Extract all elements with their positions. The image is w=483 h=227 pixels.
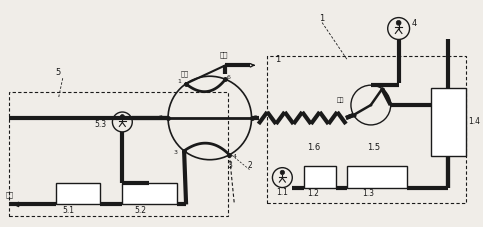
Text: 2: 2 [158, 116, 162, 121]
Text: 1.4: 1.4 [468, 117, 480, 126]
Bar [9, 92, 227, 216]
Text: 1: 1 [177, 79, 181, 84]
Text: 5.3: 5.3 [95, 120, 107, 129]
Circle shape [120, 115, 125, 119]
Circle shape [396, 20, 401, 25]
Bar [347, 166, 407, 188]
Text: 1.3: 1.3 [362, 190, 374, 198]
Text: 4: 4 [412, 19, 417, 27]
Bar [268, 56, 466, 203]
Bar [122, 183, 177, 205]
Text: 1.5: 1.5 [367, 143, 380, 152]
Text: 1: 1 [348, 114, 352, 119]
Text: 2: 2 [384, 83, 388, 88]
Text: 5.2: 5.2 [134, 206, 146, 215]
Bar [431, 88, 466, 156]
Bar [56, 183, 100, 205]
Text: 1.6: 1.6 [307, 143, 320, 152]
Text: 3: 3 [173, 150, 177, 155]
Text: 废换: 废换 [181, 71, 189, 77]
Text: 6: 6 [227, 75, 230, 80]
Text: 废液: 废液 [219, 51, 227, 58]
Circle shape [280, 170, 284, 175]
Text: 1.1: 1.1 [276, 188, 288, 197]
Text: 1: 1 [319, 14, 325, 22]
Text: 废液: 废液 [6, 192, 14, 198]
Text: 2: 2 [248, 161, 252, 170]
Text: 3: 3 [227, 161, 233, 170]
Text: 废换: 废换 [337, 97, 344, 103]
Bar [304, 166, 336, 188]
Text: 5: 5 [254, 116, 257, 121]
Text: 1: 1 [275, 55, 281, 64]
Text: 1.2: 1.2 [307, 190, 319, 198]
Text: 5: 5 [56, 68, 61, 77]
Text: 5.1: 5.1 [63, 206, 75, 215]
Text: 4: 4 [232, 154, 236, 159]
